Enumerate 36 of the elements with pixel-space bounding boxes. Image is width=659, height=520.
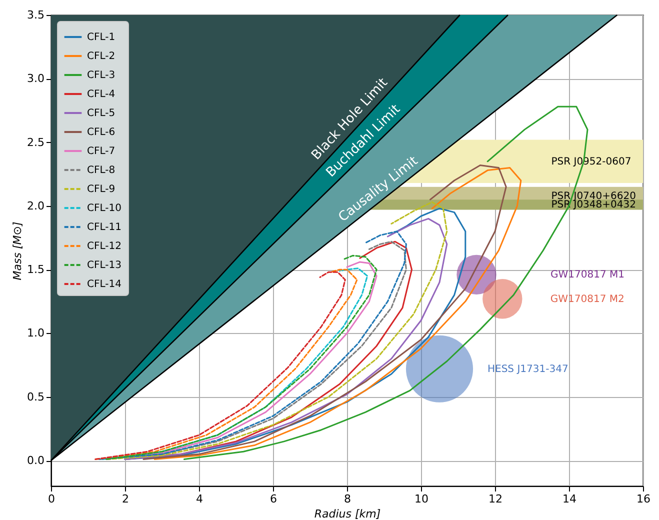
y-tick-label: 2.0 [27, 199, 44, 212]
legend-label: CFL-3 [87, 70, 116, 81]
legend-label: CFL-5 [87, 108, 116, 119]
y-tick-label: 3.5 [27, 8, 44, 22]
legend-label: CFL-6 [87, 127, 116, 138]
legend-label: CFL-11 [87, 222, 122, 233]
x-tick-label: 14 [562, 492, 576, 506]
y-tick-label: 1.0 [27, 326, 44, 340]
legend-label: CFL-13 [87, 260, 122, 271]
x-tick-label: 8 [344, 492, 351, 506]
legend-label: CFL-12 [87, 241, 122, 252]
series-label: HESS J1731-347 [488, 364, 568, 375]
y-tick-label: 1.5 [27, 263, 44, 276]
legend-label: CFL-4 [87, 89, 116, 100]
legend-label: CFL-10 [87, 203, 122, 214]
y-tick-label: 2.5 [27, 136, 44, 149]
text: GW170817 M2 [550, 294, 624, 305]
x-tick-label: 10 [414, 492, 428, 506]
x-tick-label: 12 [488, 492, 502, 506]
x-tick-label: 6 [270, 492, 277, 506]
y-tick-label: 3.0 [27, 72, 44, 86]
legend-label: CFL-2 [87, 51, 116, 62]
legend-label: CFL-8 [87, 165, 116, 176]
x-axis-title: Radius [km] [314, 508, 381, 520]
legend-label: CFL-7 [87, 146, 116, 157]
legend-label: CFL-1 [87, 32, 116, 43]
y-axis-title: Mass [M⊙] [11, 222, 24, 280]
x-tick-label: 16 [636, 492, 650, 506]
text: GW170817 M1 [550, 270, 624, 281]
legend-label: CFL-14 [87, 279, 122, 290]
x-tick-label: 0 [48, 492, 55, 506]
legend-label: CFL-9 [87, 184, 116, 195]
x-tick-label: 4 [196, 492, 203, 506]
y-tick-label: 0.5 [27, 390, 44, 404]
x-tick-label: 2 [122, 492, 129, 506]
y-tick-label: 0.0 [27, 454, 44, 468]
